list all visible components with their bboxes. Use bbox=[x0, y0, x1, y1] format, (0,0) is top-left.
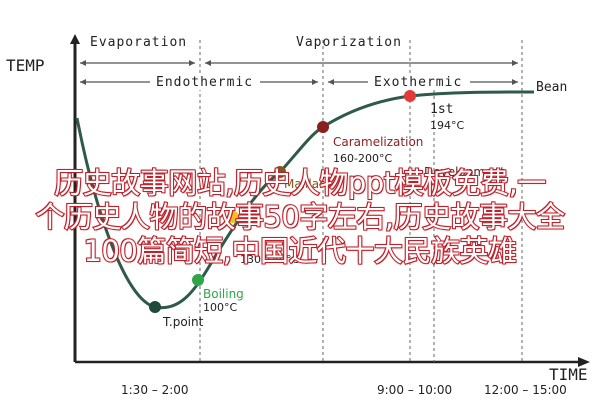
point-development-label: Development bbox=[424, 165, 505, 179]
y-axis-arrow-icon bbox=[70, 34, 80, 44]
point-maillard bbox=[274, 166, 286, 178]
overlay-line-1: 历史故事网站,历史人物ppt模板免费,一 bbox=[53, 165, 547, 201]
point-tpoint bbox=[149, 301, 161, 313]
x-tick-3: 12:00 – 15:00 bbox=[484, 383, 567, 397]
overlay-line-2: 个历史人物的故事50字左右,历史故事大全 bbox=[34, 199, 566, 235]
arrow-right-icon bbox=[189, 60, 195, 66]
phase-exothermic: Exothermic bbox=[374, 75, 462, 90]
point-boiling-label: Boiling bbox=[203, 287, 244, 301]
arrow-left-icon bbox=[80, 79, 86, 85]
x-axis-label: TIME bbox=[549, 365, 588, 384]
point-boiling bbox=[192, 274, 204, 286]
point-first-crack-label: 1st bbox=[430, 102, 453, 117]
x-tick-1: 1:30 – 2:00 bbox=[121, 383, 189, 397]
point-maillard-temp: 130-140°C bbox=[240, 253, 299, 266]
phase-endothermic: Endothermic bbox=[156, 75, 253, 90]
point-first-crack bbox=[404, 90, 416, 102]
arrow-left-icon bbox=[80, 60, 86, 66]
point-boiling-temp: 100°C bbox=[203, 301, 237, 314]
overlay-line-3: 100篇简短,中国近代十大民族英雄 bbox=[82, 233, 518, 269]
arrow-left-icon bbox=[205, 60, 211, 66]
point-maillard-label: Maillard bbox=[284, 177, 331, 191]
overlay-title: 历史故事网站,历史人物ppt模板免费,一 个历史人物的故事50字左右,历史故事大… bbox=[0, 165, 600, 269]
arrow-right-icon bbox=[512, 79, 518, 85]
point-tpoint-label: T.point bbox=[162, 315, 204, 329]
arrow-right-icon bbox=[512, 60, 518, 66]
x-tick-2: 9:00 – 10:00 bbox=[377, 383, 452, 397]
series-label: Bean bbox=[536, 80, 567, 95]
point-caramelization-label: Caramelization bbox=[333, 135, 423, 149]
point-caramelization bbox=[317, 121, 329, 133]
point-drying bbox=[227, 211, 239, 223]
arrow-left-icon bbox=[328, 79, 334, 85]
arrow-right-icon bbox=[312, 79, 318, 85]
point-first-crack-temp: 194°C bbox=[430, 119, 464, 132]
x-axis-arrow-icon bbox=[578, 357, 590, 367]
y-axis-label: TEMP bbox=[6, 56, 45, 75]
phase-evaporation: Evaporation bbox=[90, 35, 187, 50]
point-caramelization-temp: 160-200°C bbox=[333, 152, 392, 165]
phase-vaporization: Vaporization bbox=[296, 35, 402, 50]
